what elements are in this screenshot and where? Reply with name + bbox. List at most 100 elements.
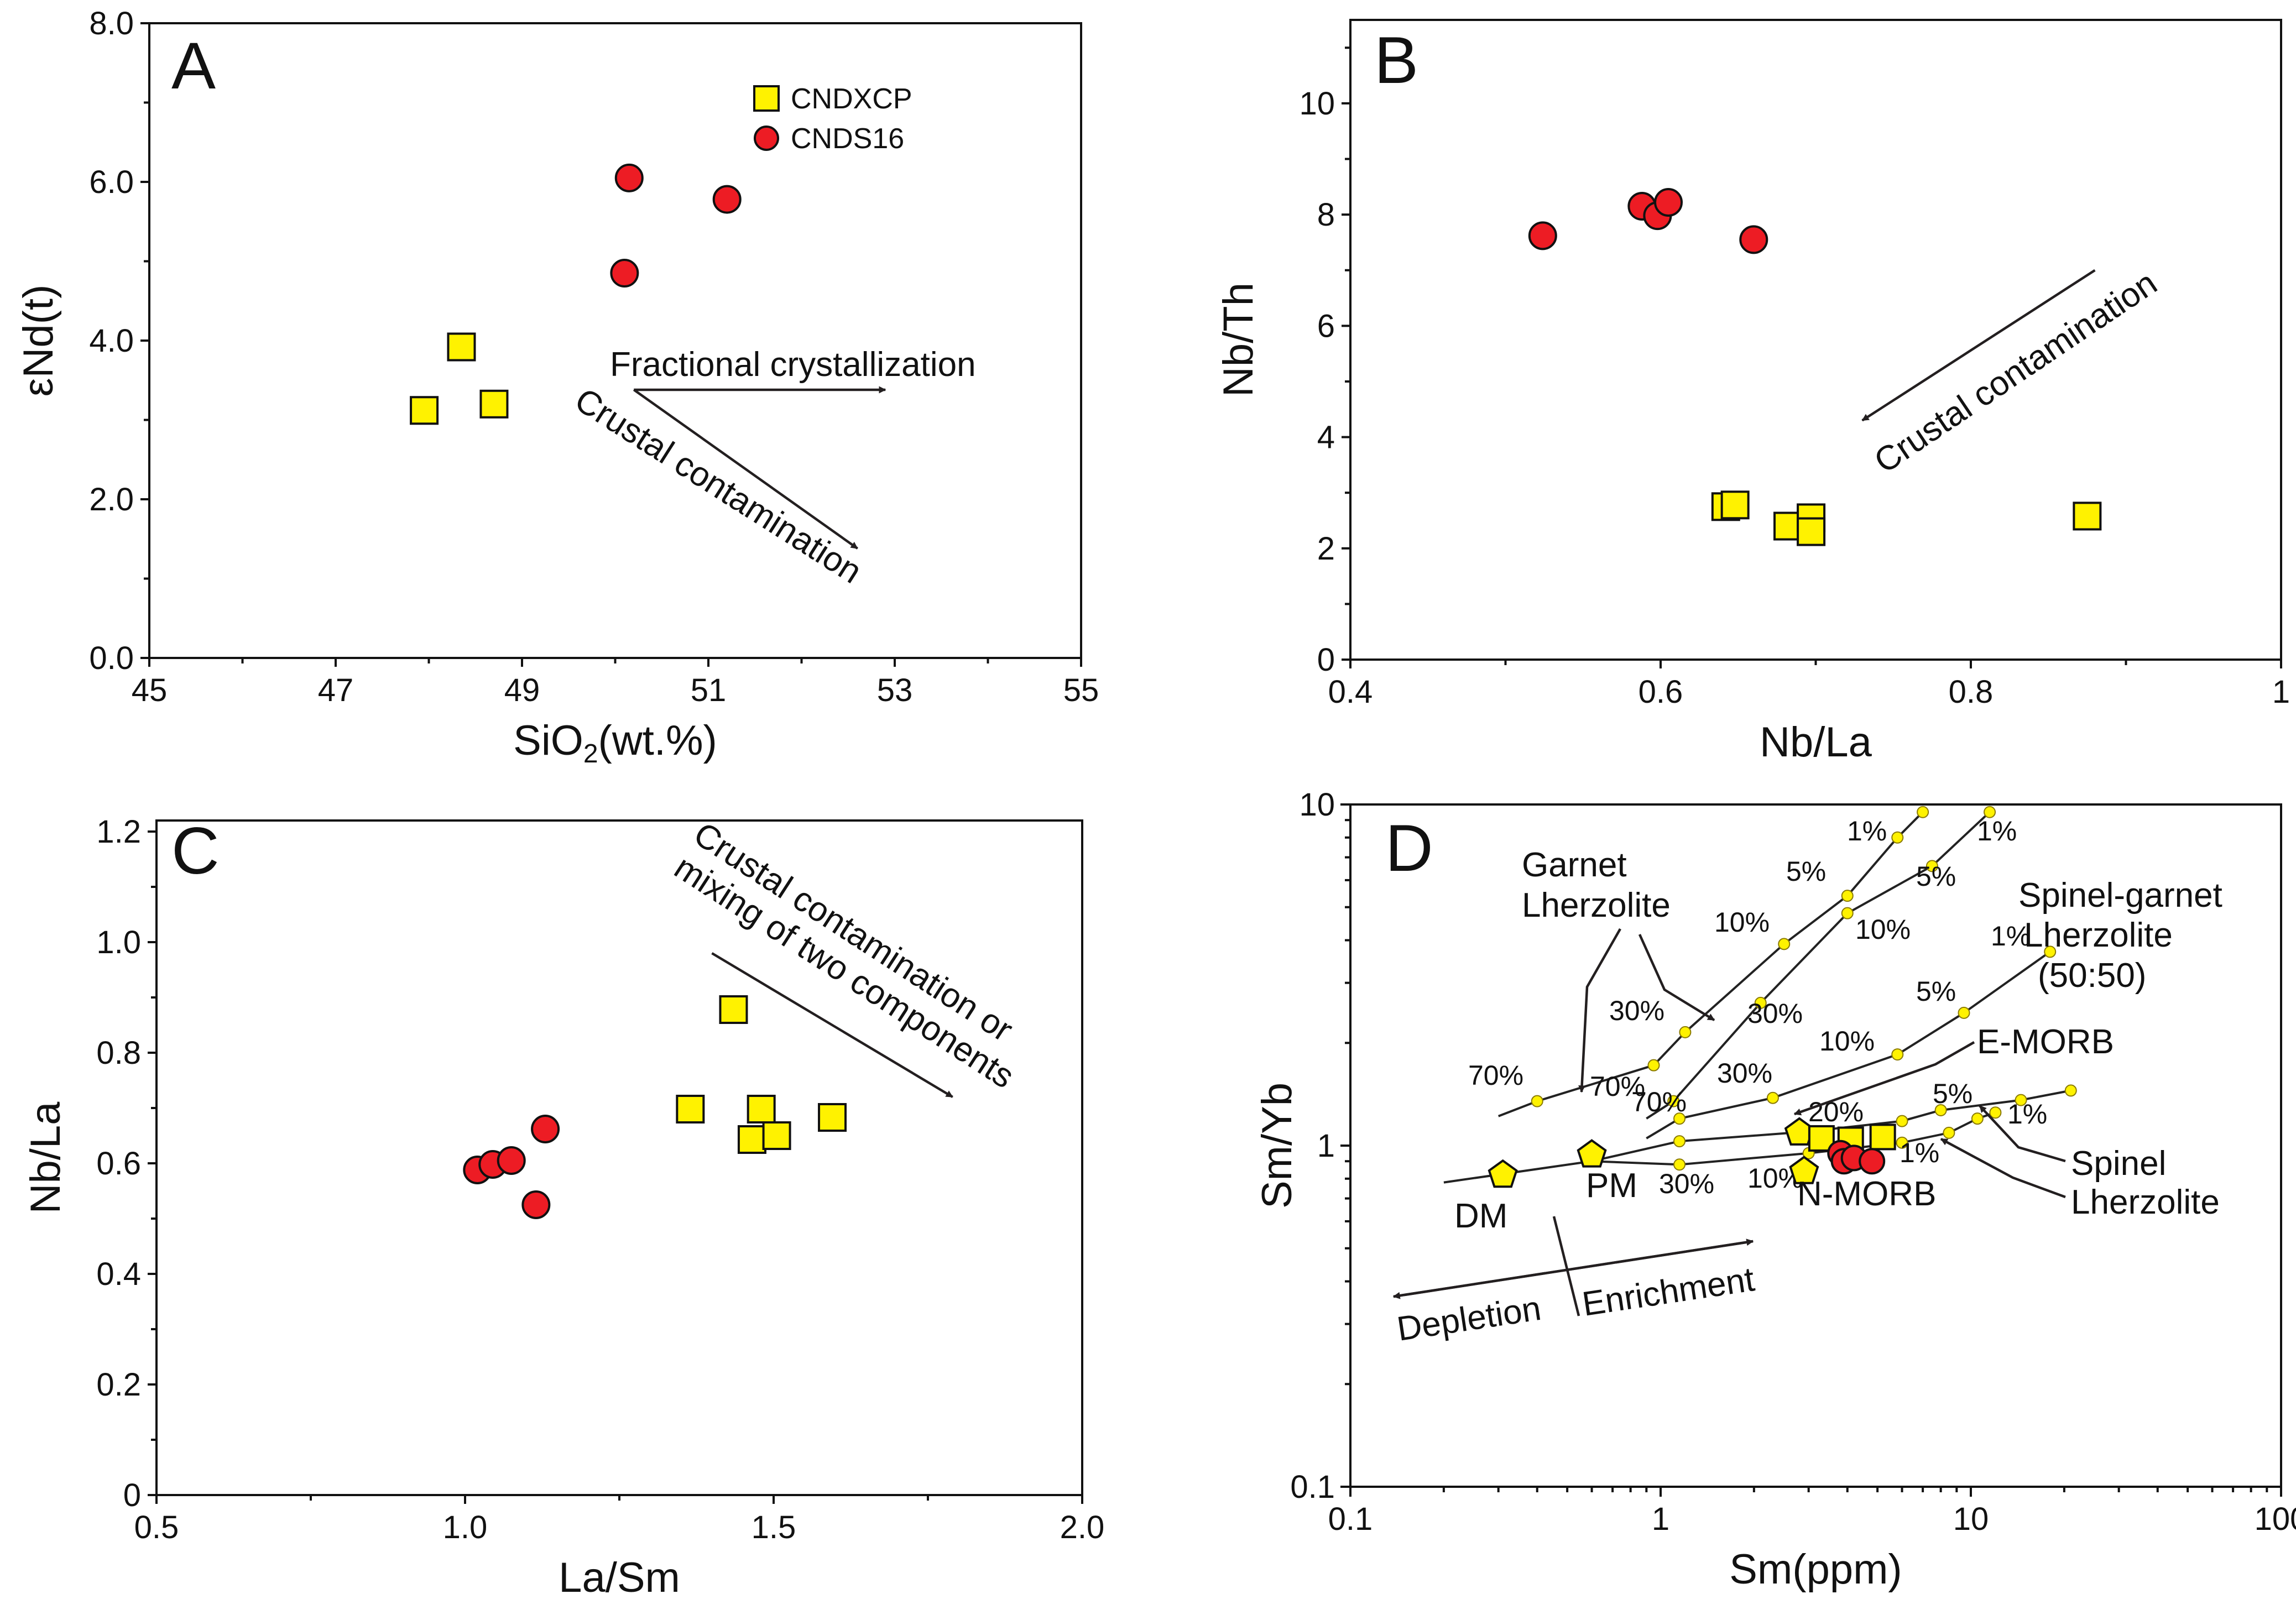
panel-b-y-tick-label: 10 — [1299, 86, 1335, 122]
panel-d-label-spinel-garnet: (50:50) — [2038, 957, 2146, 995]
panel-c-y-tick-label: 0.8 — [96, 1035, 141, 1071]
panel-d-melt-label: 1% — [1900, 1137, 1939, 1168]
panel-b-point-cnds16 — [1739, 225, 1768, 254]
panel-d-leader — [1638, 934, 1715, 1021]
panel-b-y-axis-title: Nb/Th — [1215, 283, 1262, 397]
panel-b-point-cnds16 — [1528, 221, 1557, 250]
panel-d-curve-node — [1891, 1048, 1904, 1061]
panel-letter-d: D — [1385, 811, 1433, 885]
panel-d-melt-label: 20% — [1808, 1096, 1864, 1127]
panel-d-curve-node — [2064, 1084, 2077, 1097]
panel-d-curve-node — [1673, 1158, 1686, 1171]
panel-a-point-cnds16 — [712, 185, 742, 214]
panel-c-frame — [155, 819, 1083, 1496]
panel-b-y-tick-label: 4 — [1317, 420, 1335, 456]
panel-d-label-garnet: Garnet — [1522, 846, 1627, 884]
panel-b-x-tick-label: 0.4 — [1328, 674, 1373, 710]
panel-d-y-axis-title: Sm/Yb — [1254, 1083, 1301, 1209]
panel-d-leader — [1979, 1105, 2066, 1163]
panel-d-melt-label: 1% — [1847, 816, 1887, 846]
panel-c-x-tick-label: 1.5 — [752, 1509, 796, 1545]
panel-c-x-axis-title: La/Sm — [559, 1554, 680, 1601]
panel-d-curve-node — [1766, 1091, 1779, 1104]
panel-c-point-cndxcp — [818, 1103, 847, 1132]
panel-d-reference-label: PM — [1586, 1167, 1637, 1205]
panel-d-depletion-label: Depletion — [1395, 1289, 1543, 1349]
panel-letter-c: C — [171, 814, 220, 888]
panel-d-label-spinel: Lherzolite — [2071, 1183, 2220, 1221]
panel-b-x-tick-label: 0.6 — [1638, 674, 1683, 710]
panel-d-melt-label: 1% — [1991, 921, 2031, 952]
panel-b-y-tick-label: 8 — [1317, 197, 1335, 233]
panel-c-y-tick-label: 1.0 — [96, 924, 141, 960]
panel-d-curve-node — [1667, 1095, 1680, 1107]
panel-d-curve-node — [1778, 938, 1791, 950]
panel-d-reference-dm — [1488, 1159, 1518, 1188]
panel-d-y-tick-label: 0.1 — [1290, 1469, 1335, 1505]
panel-a-legend-label: CNDXCP — [791, 83, 912, 115]
panel-d-reference-label: E-MORB — [1977, 1023, 2114, 1061]
panel-a-x-tick-label: 47 — [318, 672, 354, 708]
panel-d-x-axis-title: Sm(ppm) — [1729, 1546, 1902, 1593]
panel-a-point-cndxcp — [410, 396, 439, 425]
panel-b-x-tick-label: 1 — [2272, 674, 2290, 710]
panel-b-point-cndxcp — [1773, 511, 1803, 541]
panel-d-curve-node — [1531, 1095, 1543, 1107]
panel-c-x-tick-label: 2.0 — [1060, 1509, 1105, 1545]
panel-d-curve-node — [1673, 1135, 1686, 1148]
panel-c-arrow — [711, 952, 953, 1098]
panel-a-y-tick-label: 0.0 — [89, 640, 134, 676]
panel-d-melt-label: 30% — [1609, 995, 1664, 1026]
panel-d-melt-label: 5% — [1916, 976, 1956, 1007]
panel-c-point-cndxcp — [719, 995, 748, 1024]
panel-b-point-cndxcp — [1720, 490, 1750, 520]
panel-a-y-tick-label: 4.0 — [89, 323, 134, 359]
panel-a-arrow — [633, 389, 858, 550]
panel-d-melt-label: 10% — [1714, 907, 1770, 938]
panel-a-point-cnds16 — [614, 163, 644, 192]
panel-c-y-tick-label: 0.4 — [96, 1256, 141, 1292]
panel-c-x-tick-label: 1.0 — [443, 1509, 488, 1545]
panel-d-y-tick-label: 1 — [1317, 1128, 1335, 1164]
panel-letter-a: A — [171, 29, 216, 103]
panel-d-melt-label: 30% — [1717, 1058, 1772, 1089]
panel-d-label-spinel: Spinel — [2071, 1145, 2166, 1183]
panel-c-point-cndxcp — [747, 1095, 776, 1123]
panel-b-point-cndxcp — [1797, 517, 1826, 546]
panel-d-melt-label: 5% — [1916, 861, 1956, 892]
panel-d-curve-node — [1673, 1112, 1686, 1125]
panel-c-x-tick-label: 0.5 — [134, 1509, 179, 1545]
panel-d-curve-node — [1896, 1136, 1908, 1149]
panel-b-y-tick-label: 0 — [1317, 642, 1335, 678]
panel-b-annotation: Crustal contamination — [1867, 264, 2164, 481]
panel-d-curve-node — [1891, 831, 1904, 844]
panel-d-melting-curve — [1443, 1089, 2071, 1184]
panel-a-y-tick-label: 2.0 — [89, 482, 134, 518]
panel-b-y-tick-label: 6 — [1317, 308, 1335, 344]
panel-d-label-spinel-garnet: Spinel-garnet — [2018, 876, 2222, 914]
panel-d-curve-node — [1841, 890, 1854, 902]
panel-d-curve-node — [1841, 907, 1854, 919]
panel-d-melting-curve — [1497, 811, 1924, 1117]
panel-c-point-cndxcp — [676, 1095, 705, 1123]
panel-a-legend-square — [753, 85, 780, 112]
panel-d-reference-n-morb — [1789, 1156, 1819, 1184]
panel-b-point-cndxcp — [2073, 501, 2102, 531]
panel-d-reference-pm — [1577, 1139, 1607, 1168]
panel-d-curve-node — [1925, 860, 1938, 872]
panel-c-point-cndxcp — [762, 1121, 791, 1150]
panel-c-y-axis-title: Nb/La — [22, 1101, 69, 1214]
panel-b-x-axis-title: Nb/La — [1760, 719, 1872, 766]
panel-d-curve-node — [1647, 1059, 1660, 1072]
panel-a-y-axis-title: εNd(t) — [15, 285, 62, 397]
panel-d-curve-node — [1917, 806, 1929, 818]
panel-d-melt-label: 5% — [1933, 1078, 1973, 1109]
panel-d-melt-label: 70% — [1590, 1071, 1645, 1102]
panel-d-curve-node — [1984, 806, 1996, 818]
panel-d-curve-node — [1958, 1006, 1970, 1019]
panel-letter-b: B — [1374, 23, 1418, 97]
panel-d-point-cndxcp — [1869, 1123, 1896, 1151]
panel-d-melt-label: 10% — [1819, 1026, 1875, 1057]
panel-a-y-tick-label: 8.0 — [89, 6, 134, 41]
